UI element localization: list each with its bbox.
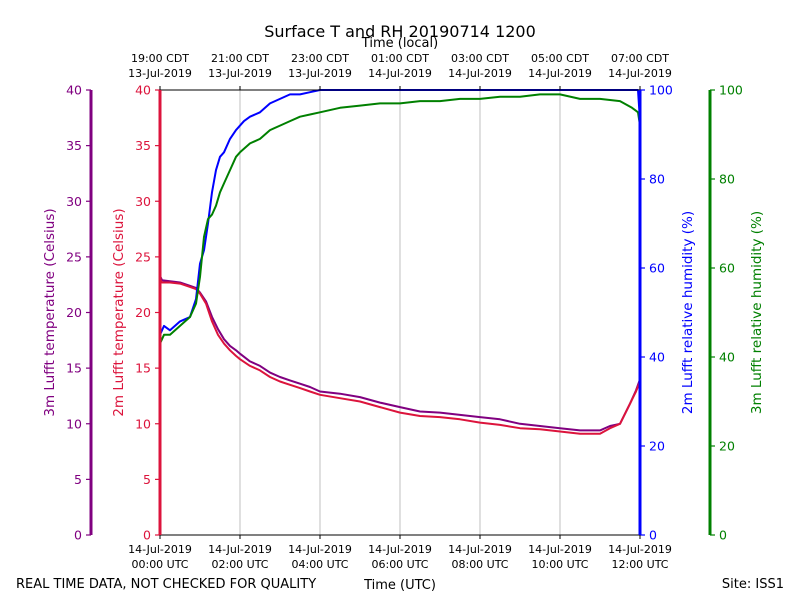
axis-tick-label: 25 [135, 249, 151, 264]
x-tick-label-time: 10:00 UTC [531, 558, 588, 571]
axis-tick-label: 15 [66, 361, 82, 376]
axis-tick-label: 100 [649, 83, 673, 98]
axis-tick-label: 20 [135, 305, 151, 320]
x-tick-label-date: 14-Jul-2019 [528, 543, 592, 556]
x-tick-label-time: 06:00 UTC [371, 558, 428, 571]
axis-tick-label: 5 [74, 472, 82, 487]
top-tick-label-time: 01:00 CDT [371, 52, 429, 65]
axis-label: 2m Lufft relative humidity (%) [680, 211, 696, 414]
grid [239, 90, 561, 535]
axis-tick-label: 15 [135, 361, 151, 376]
axis-tick-label: 20 [66, 305, 82, 320]
x-tick-label-date: 14-Jul-2019 [368, 543, 432, 556]
axis-tick-label: 40 [649, 350, 665, 365]
axis-tick-label: 40 [719, 350, 735, 365]
axis-tick-label: 20 [719, 439, 735, 454]
axis-tick-label: 80 [649, 172, 665, 187]
top-tick-label-date: 14-Jul-2019 [608, 67, 672, 80]
x-tick-label-time: 00:00 UTC [131, 558, 188, 571]
top-tick-label-date: 14-Jul-2019 [528, 67, 592, 80]
top-tick-label-time: 23:00 CDT [291, 52, 349, 65]
axis-tick-label: 0 [719, 528, 727, 543]
axis-tick-label: 80 [719, 172, 735, 187]
axis-tick-label: 0 [143, 528, 151, 543]
axis-tick-label: 5 [143, 472, 151, 487]
x-tick-label-date: 14-Jul-2019 [608, 543, 672, 556]
top-tick-label-date: 13-Jul-2019 [288, 67, 352, 80]
axis-tick-label: 0 [649, 528, 657, 543]
top-tick-label-date: 14-Jul-2019 [368, 67, 432, 80]
axis-2m-temperature: 0 5 10 15 20 25 30 35 40 2m Lufft temperature (Ce… [111, 83, 162, 543]
top-tick-label-time: 21:00 CDT [211, 52, 269, 65]
top-tick-label-date: 13-Jul-2019 [208, 67, 272, 80]
axis-label: 3m Lufft temperature (Celsius) [42, 208, 58, 416]
x-tick-label-time: 08:00 UTC [451, 558, 508, 571]
x-axis-bottom: 14-Jul-2019 00:00 UTC 14-Jul-2019 02:00 UTC… [128, 535, 672, 571]
axis-tick-label: 10 [135, 416, 151, 431]
x-tick-label-date: 14-Jul-2019 [288, 543, 352, 556]
x-axis-top: 19:00 CDT 13-Jul-2019 21:00 CDT 13-Jul-2019… [128, 52, 672, 90]
top-tick-label-date: 14-Jul-2019 [448, 67, 512, 80]
top-tick-label-time: 05:00 CDT [531, 52, 589, 65]
x-tick-label-time: 02:00 UTC [211, 558, 268, 571]
footer-site: Site: ISS1 [722, 577, 784, 592]
axis-label: 2m Lufft temperature (Celsius) [111, 208, 127, 416]
axis-tick-label: 40 [135, 83, 151, 98]
axis-tick-label: 0 [74, 528, 82, 543]
axis-label: 3m Lufft relative humidity (%) [749, 211, 765, 414]
top-tick-label-time: 07:00 CDT [611, 52, 669, 65]
top-axis-label: Time (local) [361, 36, 438, 51]
axis-tick-label: 25 [66, 249, 82, 264]
axis-tick-label: 40 [66, 83, 82, 98]
top-tick-label-date: 13-Jul-2019 [128, 67, 192, 80]
series-line-t2m [159, 278, 641, 435]
series-line-rh3m [159, 93, 641, 345]
axis-2m-humidity: 0 20 40 60 80 100 2m Lufft relative humidity (… [638, 83, 696, 543]
axis-tick-label: 100 [719, 83, 743, 98]
axis-tick-label: 60 [649, 261, 665, 276]
x-axis-label: Time (UTC) [363, 578, 436, 593]
top-tick-label-time: 03:00 CDT [451, 52, 509, 65]
axis-tick-label: 10 [66, 416, 82, 431]
x-tick-label-time: 04:00 UTC [291, 558, 348, 571]
x-tick-label-date: 14-Jul-2019 [208, 543, 272, 556]
axis-tick-label: 35 [135, 138, 151, 153]
footer-quality-note: REAL TIME DATA, NOT CHECKED FOR QUALITY [16, 577, 316, 592]
axis-tick-label: 35 [66, 138, 82, 153]
axis-tick-label: 30 [135, 194, 151, 209]
axis-tick-label: 60 [719, 261, 735, 276]
x-tick-label-date: 14-Jul-2019 [448, 543, 512, 556]
chart-title: Surface T and RH 20190714 1200 [264, 22, 536, 41]
x-tick-label-time: 12:00 UTC [611, 558, 668, 571]
axis-tick-label: 20 [649, 439, 665, 454]
axes: 0 5 10 15 20 25 30 35 40 3m Lufft temperature (Ce… [42, 83, 765, 543]
top-tick-label-time: 19:00 CDT [131, 52, 189, 65]
axis-tick-label: 30 [66, 194, 82, 209]
axis-3m-humidity: 0 20 40 60 80 100 3m Lufft relative humidity (… [708, 83, 765, 543]
axis-3m-temperature: 0 5 10 15 20 25 30 35 40 3m Lufft temperature (Ce… [42, 83, 93, 543]
x-tick-label-date: 14-Jul-2019 [128, 543, 192, 556]
